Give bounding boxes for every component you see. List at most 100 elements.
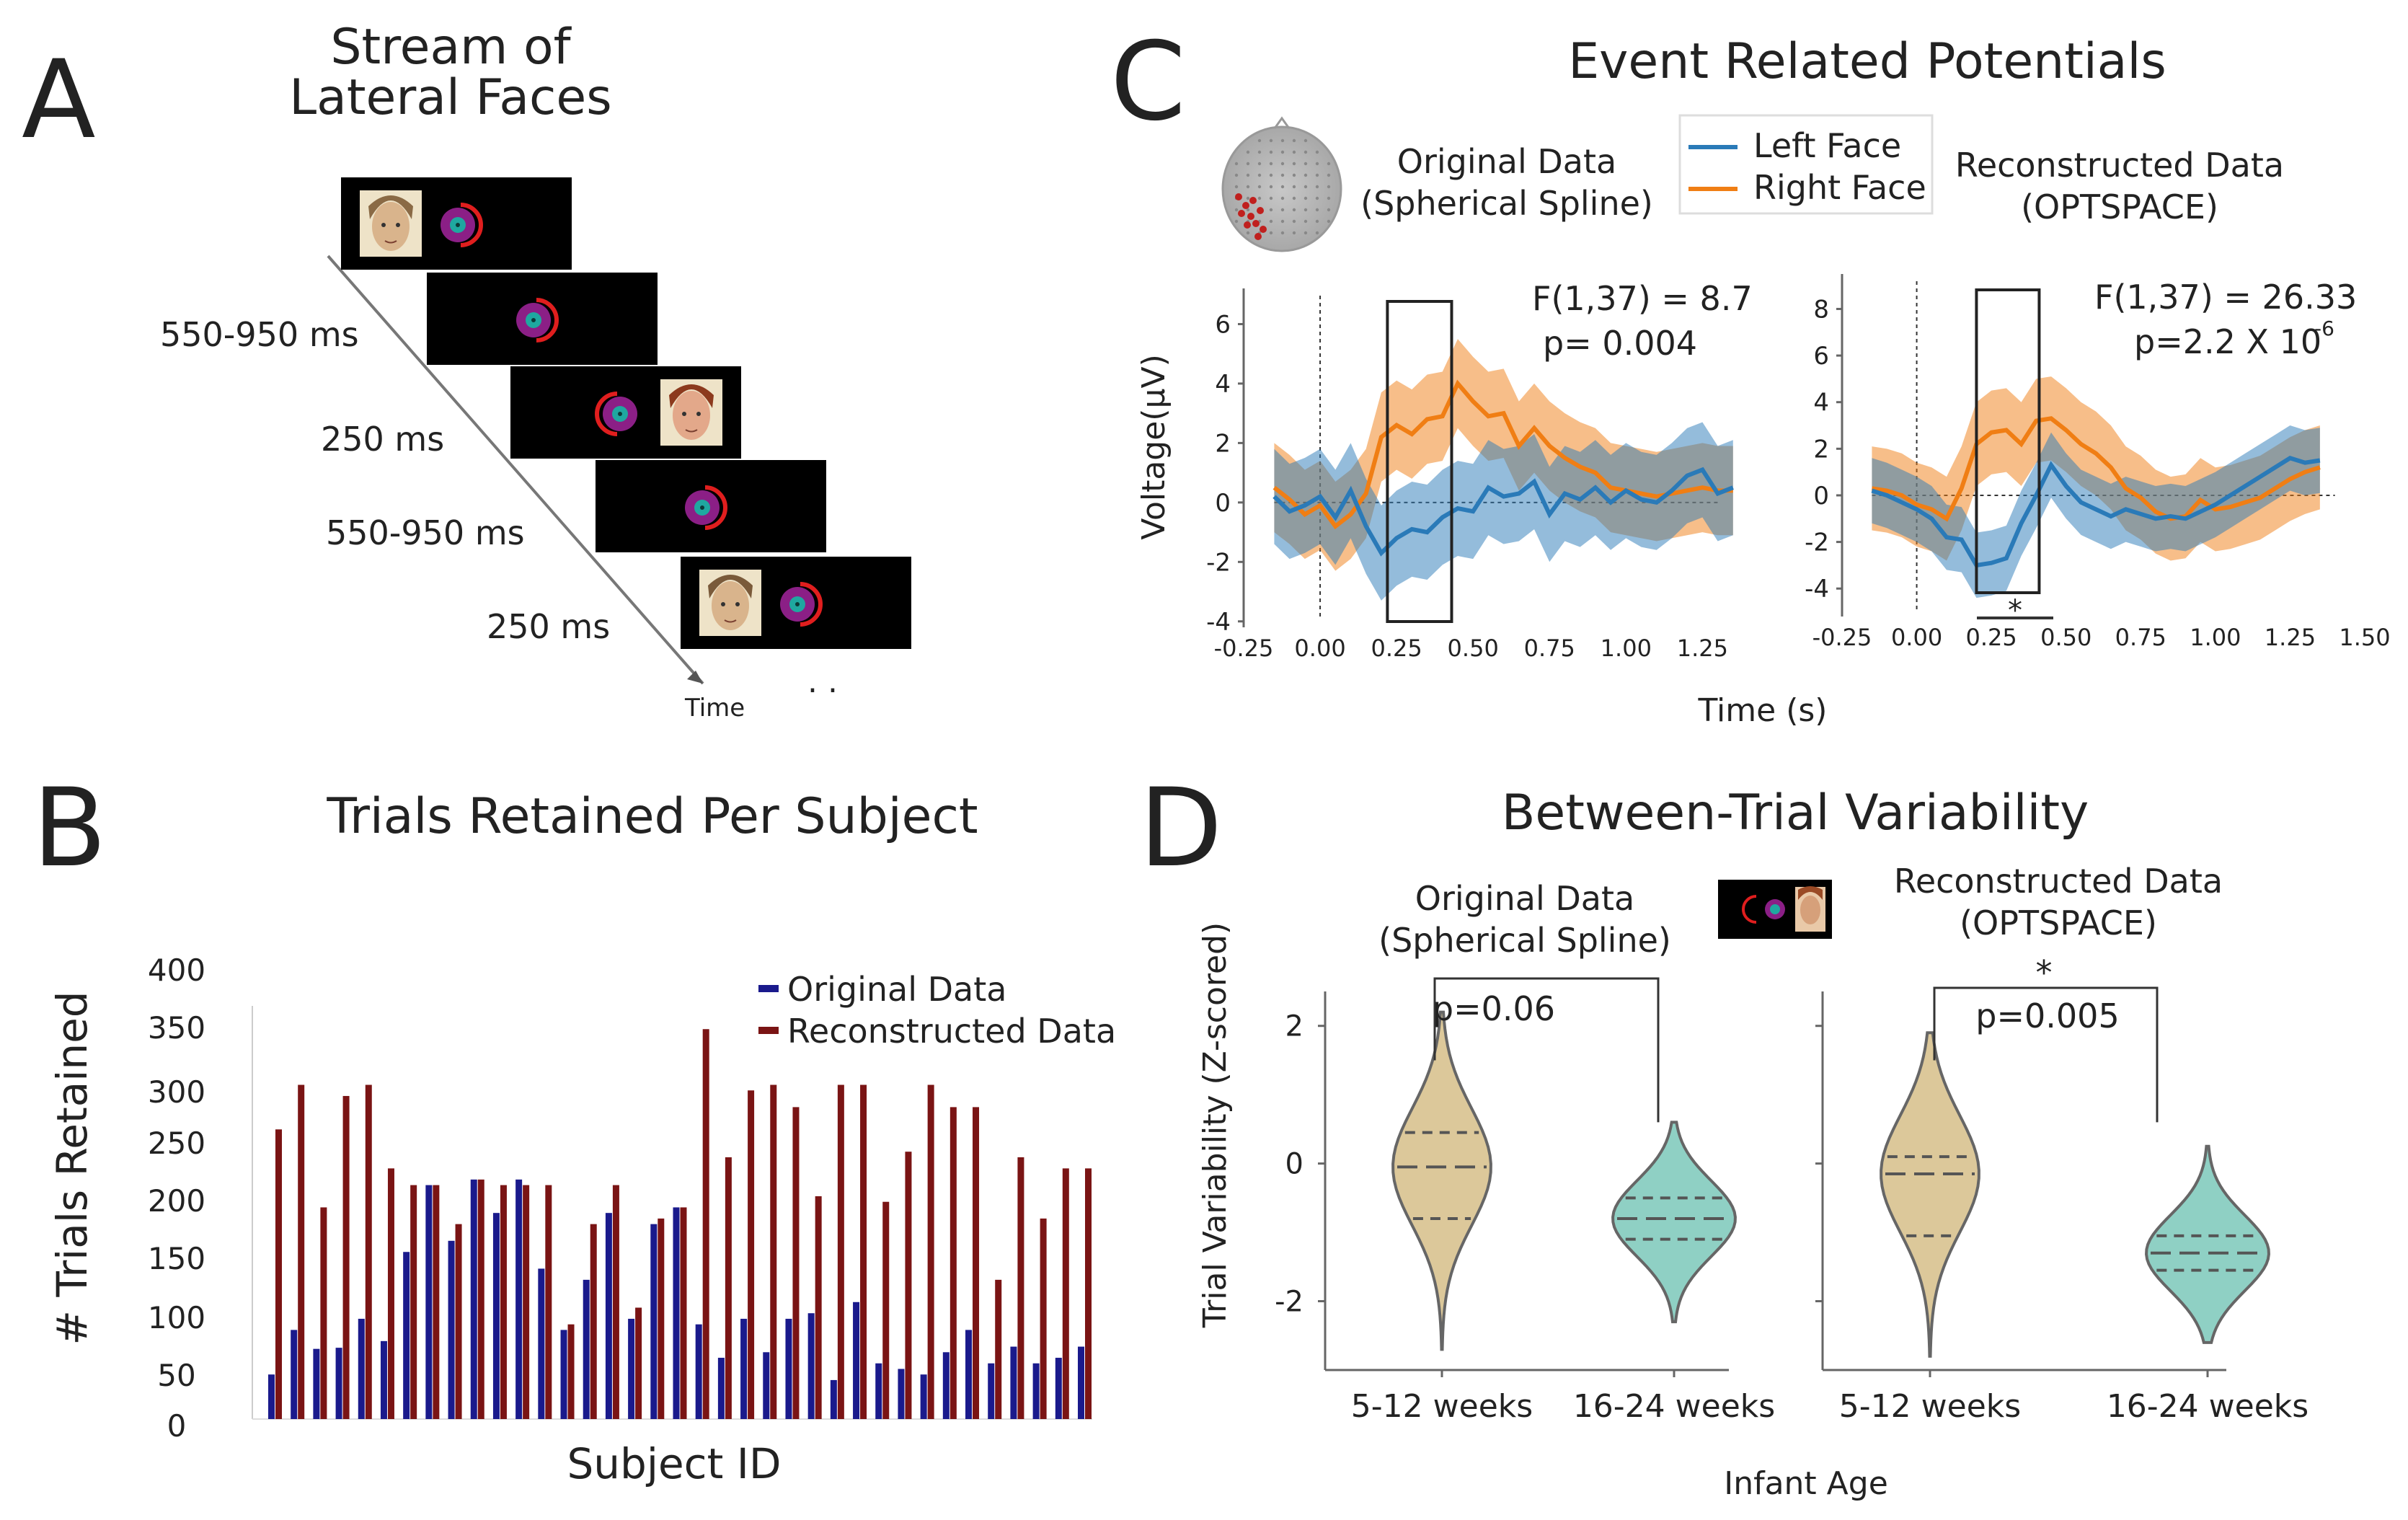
bar-xlabel: Subject ID (567, 1439, 781, 1488)
bar-original (335, 1348, 342, 1419)
violin-x-tick: 16-24 weeks (2107, 1388, 2309, 1425)
electrode (1315, 219, 1319, 224)
electrode (1280, 208, 1285, 212)
electrode (1303, 196, 1308, 200)
bar-reconstructed (973, 1107, 980, 1419)
electrode (1257, 138, 1262, 143)
electrode (1257, 196, 1262, 200)
cue-arrow (595, 392, 618, 436)
erp-right-title-1: Reconstructed Data (1955, 146, 2284, 185)
panel-b-letter: B (32, 766, 107, 891)
electrode (1303, 219, 1308, 224)
electrode (1280, 162, 1285, 166)
duration-2: 250 ms (321, 420, 444, 459)
fixation-center (531, 318, 536, 322)
violin-old (1611, 1121, 1737, 1324)
bar-reconstructed (1040, 1218, 1047, 1419)
violin-y-tick: 2 (1285, 1010, 1303, 1043)
violin-x-tick: 5-12 weeks (1839, 1388, 2021, 1425)
bar-reconstructed (455, 1224, 462, 1419)
electrode (1315, 162, 1319, 166)
face-hair (368, 195, 413, 219)
time-arrow-line (327, 255, 704, 685)
erp-xlabel: Time (s) (1698, 692, 1828, 729)
bar-original (380, 1340, 387, 1419)
analysis-window-box (1975, 288, 2041, 594)
electrode (1246, 185, 1250, 189)
electrode (1292, 231, 1296, 235)
electrode (1269, 162, 1273, 166)
stimulus-frames (341, 177, 911, 649)
cue-arrow (800, 582, 823, 627)
bar-reconstructed (365, 1084, 372, 1419)
left-face-ci-band (1274, 422, 1733, 601)
cue-arrow (704, 485, 727, 530)
fixation-center (700, 505, 704, 510)
panel-a: A Stream of Lateral Faces 550-950 ms 250… (22, 19, 911, 723)
fixation-center (795, 602, 800, 606)
stimulus-frame (596, 460, 826, 552)
electrode (1303, 173, 1308, 177)
electrode (1303, 185, 1308, 189)
electrode (1292, 150, 1296, 154)
bar-reconstructed (523, 1185, 530, 1419)
erp-left-title-2: (Spherical Spline) (1360, 184, 1653, 223)
bar-reconstructed (433, 1185, 440, 1419)
electrode (1269, 208, 1273, 212)
legend-original: Original Data (787, 970, 1006, 1009)
bar-reconstructed (748, 1090, 755, 1419)
roi-electrode (1252, 220, 1260, 227)
erp-left-stat-1: F(1,37) = 8.7 (1532, 279, 1753, 318)
bar-original (560, 1330, 567, 1419)
bar-original (538, 1268, 545, 1419)
bar-original (875, 1363, 882, 1419)
erp-x-tick: -0.25 (1214, 635, 1274, 662)
bar-reconstructed (1017, 1157, 1024, 1419)
bar-original (268, 1374, 275, 1419)
erp-right-title-2: (OPTSPACE) (2021, 187, 2218, 226)
erp-y-tick: 2 (1215, 429, 1231, 458)
violin-left-p: p=0.06 (1433, 989, 1555, 1028)
cue-arrow (536, 298, 559, 343)
panel-a-letter: A (22, 37, 96, 163)
electrode (1292, 162, 1296, 166)
face-hair (669, 384, 714, 408)
electrode (1327, 219, 1331, 224)
bar-reconstructed (770, 1084, 777, 1419)
violin-old (2145, 1144, 2270, 1344)
erp-x-tick: 0.75 (1524, 635, 1575, 662)
bar-y-tick: 250 (148, 1126, 205, 1161)
bar-original (1032, 1363, 1040, 1419)
electrode (1269, 173, 1273, 177)
bar-reconstructed (635, 1307, 642, 1419)
face-mouth (724, 619, 737, 623)
panel-b: B Trials Retained Per Subject 0 50 100 150 2… (32, 766, 1116, 1488)
electrode (1269, 196, 1273, 200)
bar-reconstructed (590, 1224, 597, 1419)
bar-y-tick: 300 (148, 1074, 205, 1110)
bar-reconstructed (950, 1107, 957, 1419)
electrode (1292, 138, 1296, 143)
panel-d: D Between-Trial Variability Original Dat… (1139, 766, 2309, 1502)
electrode (1257, 162, 1262, 166)
bar-original (358, 1318, 365, 1419)
roi-electrode (1242, 202, 1249, 209)
bar-reconstructed (927, 1084, 934, 1419)
electrode (1234, 173, 1239, 177)
erp-y-tick: 2 (1813, 435, 1829, 464)
bar-reconstructed (410, 1185, 417, 1419)
face-skin (372, 202, 410, 251)
bar-original (898, 1369, 905, 1419)
electrode (1234, 219, 1239, 224)
electrode (1234, 162, 1239, 166)
bar-original (1010, 1346, 1017, 1419)
bar-reconstructed (792, 1107, 800, 1419)
erp-legend (1678, 114, 1934, 215)
fixation-center (618, 412, 622, 416)
face-eye (381, 223, 386, 227)
electrode (1234, 208, 1239, 212)
face-mouth (384, 240, 397, 244)
bar-reconstructed (1062, 1168, 1069, 1419)
face-eye (396, 223, 400, 227)
duration-3: 550-950 ms (326, 513, 525, 552)
